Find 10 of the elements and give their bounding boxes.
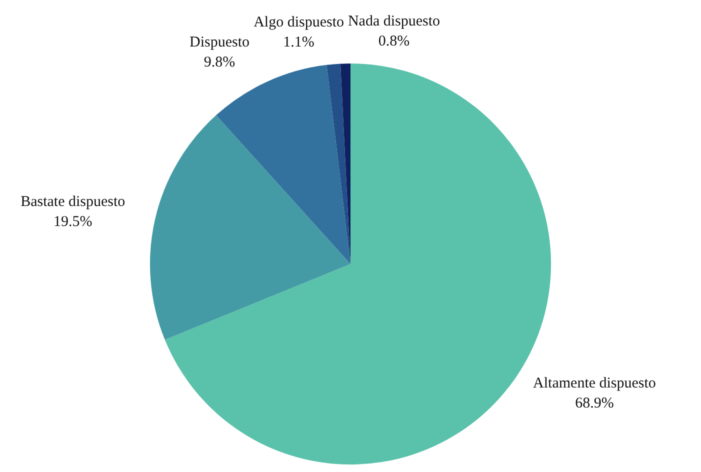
- slice-label: Algo dispuesto: [254, 14, 344, 30]
- data-label: 19.5%: [53, 214, 92, 230]
- slice-label: Altamente dispuesto: [533, 376, 656, 392]
- data-label: 68.9%: [575, 396, 614, 412]
- slice-label: Nada dispuesto: [348, 14, 440, 30]
- data-label: 0.8%: [378, 34, 410, 50]
- data-label: 1.1%: [283, 34, 314, 50]
- slice-label: Dispuesto: [190, 34, 250, 50]
- slice-label: Bastate dispuesto: [20, 194, 126, 210]
- data-label: 9.8%: [204, 54, 236, 70]
